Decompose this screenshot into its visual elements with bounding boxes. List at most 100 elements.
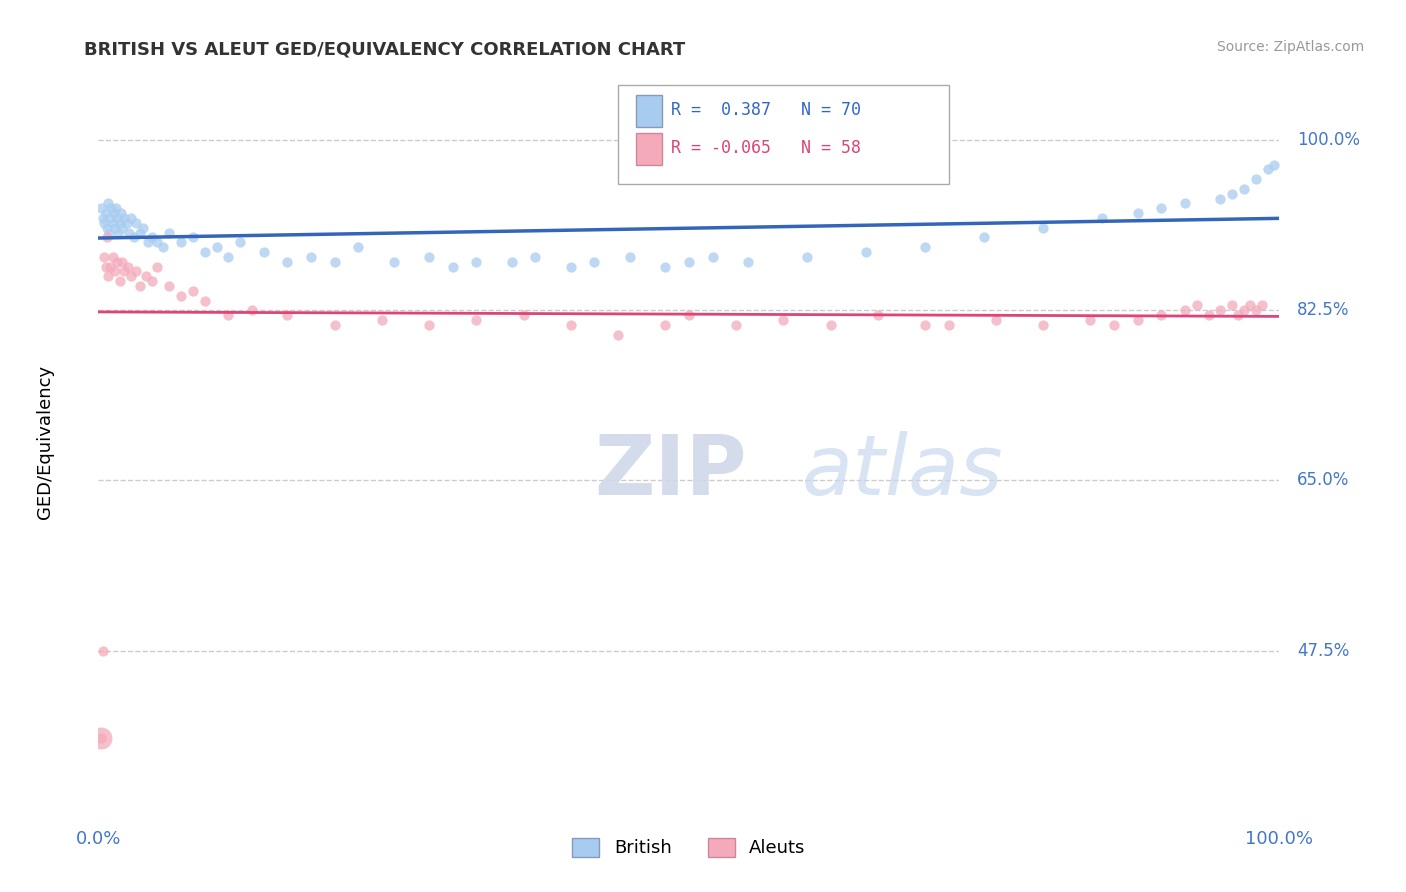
Point <box>772 313 794 327</box>
Text: R =  0.387   N = 70: R = 0.387 N = 70 <box>671 101 862 120</box>
Point <box>1174 303 1197 318</box>
Point <box>583 254 606 268</box>
FancyBboxPatch shape <box>636 95 662 127</box>
Point <box>135 269 157 284</box>
Point <box>1091 211 1114 225</box>
Point <box>1209 303 1232 318</box>
Point <box>122 230 145 244</box>
Point <box>524 250 547 264</box>
Point <box>91 643 114 657</box>
Point <box>973 230 995 244</box>
Point <box>560 260 582 274</box>
Point <box>276 308 298 322</box>
Point <box>1220 186 1243 201</box>
Point <box>146 235 169 250</box>
Point <box>866 308 889 322</box>
Point <box>111 220 134 235</box>
Text: GED/Equivalency: GED/Equivalency <box>37 365 55 518</box>
Point <box>654 260 676 274</box>
Legend: British, Aleuts: British, Aleuts <box>565 830 813 864</box>
Point <box>371 313 394 327</box>
FancyBboxPatch shape <box>619 85 949 184</box>
Point <box>1150 201 1173 215</box>
Point <box>90 731 112 745</box>
Point <box>181 284 204 298</box>
Point <box>205 240 228 254</box>
Point <box>855 244 877 259</box>
Point <box>1126 313 1149 327</box>
Point <box>97 269 120 284</box>
Point <box>619 250 641 264</box>
Point <box>194 244 217 259</box>
Point <box>512 308 534 322</box>
Point <box>125 264 148 278</box>
Point <box>110 206 132 220</box>
Point <box>1233 182 1256 196</box>
Text: 47.5%: 47.5% <box>1298 641 1350 659</box>
Point <box>101 216 124 230</box>
Point <box>1198 308 1220 322</box>
Point <box>678 254 700 268</box>
Point <box>98 260 121 274</box>
Point <box>121 269 143 284</box>
Point <box>465 254 488 268</box>
Point <box>128 279 150 293</box>
Point <box>98 226 121 240</box>
Point <box>217 308 239 322</box>
Point <box>1227 308 1250 322</box>
Point <box>93 250 115 264</box>
Point <box>938 318 960 332</box>
Point <box>323 318 346 332</box>
Point <box>100 201 122 215</box>
Point <box>136 235 159 250</box>
Point <box>560 318 582 332</box>
Point <box>125 216 148 230</box>
Text: 82.5%: 82.5% <box>1298 301 1350 319</box>
Point <box>253 244 276 259</box>
Point <box>1150 308 1173 322</box>
Point <box>323 254 346 268</box>
Point <box>1126 206 1149 220</box>
Text: atlas: atlas <box>801 432 1002 512</box>
Point <box>111 254 134 268</box>
Point <box>1250 298 1272 312</box>
Point <box>112 211 135 225</box>
Point <box>146 260 169 274</box>
Point <box>94 260 117 274</box>
Point <box>501 254 523 268</box>
Point <box>157 279 180 293</box>
Point <box>101 250 124 264</box>
Point <box>152 240 174 254</box>
Point <box>1174 196 1197 211</box>
Point <box>441 260 464 274</box>
Point <box>96 230 118 244</box>
Point <box>194 293 217 308</box>
Point <box>820 318 842 332</box>
Point <box>725 318 748 332</box>
Point <box>347 240 370 254</box>
Point <box>217 250 239 264</box>
Point <box>104 220 127 235</box>
Point <box>1032 318 1054 332</box>
Text: ZIP: ZIP <box>595 432 747 512</box>
Point <box>121 211 143 225</box>
Point <box>117 260 139 274</box>
Point <box>170 235 193 250</box>
Point <box>128 226 150 240</box>
Point <box>108 216 131 230</box>
Point <box>141 274 163 288</box>
Point <box>181 230 204 244</box>
Point <box>132 220 155 235</box>
Text: R = -0.065   N = 58: R = -0.065 N = 58 <box>671 139 862 157</box>
Point <box>737 254 759 268</box>
Point <box>299 250 322 264</box>
Point <box>240 303 263 318</box>
Point <box>702 250 724 264</box>
Point <box>914 318 936 332</box>
Point <box>1185 298 1208 312</box>
Point <box>90 201 112 215</box>
Point <box>118 226 141 240</box>
Point <box>418 250 440 264</box>
Point <box>108 274 131 288</box>
Point <box>1257 162 1279 177</box>
